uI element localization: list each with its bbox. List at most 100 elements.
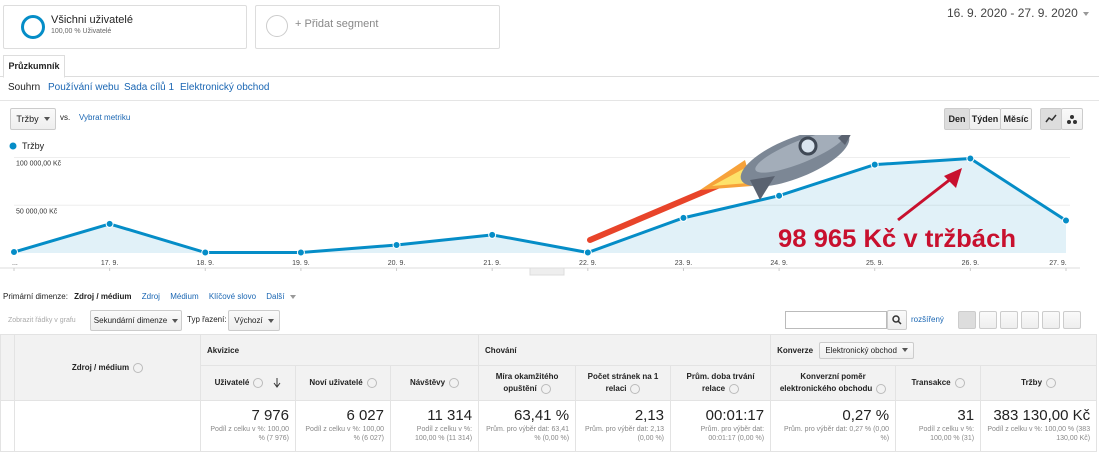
total-value: 63,41 %: [513, 407, 570, 424]
total-note: Prům. pro výběr dat: 63,41 % (0,00 %): [486, 426, 570, 442]
legend-label: Tržby: [22, 141, 45, 151]
icon: [1045, 114, 1057, 123]
point: [966, 154, 975, 163]
totals-cell: 00:01:17 Prům. pro výběr dat: 00:01:17 (0…: [670, 400, 772, 452]
dimension-header: Zdroj / médium: [14, 334, 201, 401]
view-button[interactable]: [1042, 311, 1060, 329]
view-button[interactable]: [1021, 311, 1039, 329]
caret: [43, 117, 50, 121]
add-ring: [266, 15, 288, 37]
caret: [267, 318, 274, 323]
point: [488, 230, 497, 239]
totals-cell: 0,27 % Prům. pro výběr dat: 0,27 % (0,00 …: [770, 400, 897, 452]
x-tick-label: 25. 9.: [866, 260, 884, 267]
dimension-link[interactable]: Klíčové slovo: [208, 292, 257, 301]
column-header-row: Uživatelé Noví uživatelé Návštěvy Míra okam…: [1, 365, 1098, 401]
legend-dot: [9, 142, 17, 150]
x-tick-label: 19. 9.: [292, 260, 310, 267]
total-value: 0,27 %: [842, 407, 890, 424]
segment-ring: [21, 15, 45, 39]
sort-dropdown[interactable]: Výchozí: [228, 310, 280, 331]
column-header: Transakce: [895, 365, 982, 401]
view-button[interactable]: [1000, 311, 1018, 329]
add-segment-label: + Přidat segment: [295, 18, 379, 30]
dimension-label: Primární dimenze:: [3, 292, 68, 301]
x-tick-label: 23. 9.: [675, 260, 693, 267]
period-button[interactable]: Měsíc: [1000, 108, 1032, 130]
plot-rows[interactable]: Zobrazit řádky v grafu: [8, 317, 76, 324]
scroll-handle: [529, 267, 565, 276]
help-icon: [253, 377, 264, 388]
group-header: Akvizice: [199, 334, 480, 366]
total-note: Prům. pro výběr dat: 0,27 % (0,00 %): [784, 426, 890, 442]
dimension-link[interactable]: Médium: [170, 292, 199, 301]
caret: [901, 348, 908, 352]
search-button[interactable]: [887, 310, 907, 330]
point: [392, 240, 401, 249]
conversion-select-text: Elektronický obchod: [825, 345, 897, 355]
icon: [1067, 115, 1077, 124]
point: [10, 248, 18, 257]
totals-cell: 63,41 % Prům. pro výběr dat: 63,41 % (0,0…: [478, 400, 577, 452]
dimension-link[interactable]: Zdroj: [141, 292, 160, 301]
help-icon: [954, 377, 965, 388]
group-header: Konverze Elektronický obchod: [770, 334, 1098, 366]
motion-view-button[interactable]: [1061, 108, 1083, 130]
cell: [14, 400, 201, 452]
period-button[interactable]: Den: [944, 108, 970, 130]
caret: [172, 318, 179, 323]
total-note: Podíl z celku v %: 100,00 % (7 976): [210, 426, 289, 442]
annotation-arrow: [897, 176, 953, 222]
select-metric[interactable]: Vybrat metriku: [79, 113, 131, 122]
column-header: Tržby: [980, 365, 1098, 401]
conversion-select[interactable]: Elektronický obchod: [819, 341, 914, 359]
tab-rule: [0, 76, 1099, 77]
subtab[interactable]: Používání webu: [48, 82, 120, 93]
period-button[interactable]: Týden: [969, 108, 1001, 130]
total-value: 11 314: [427, 407, 473, 424]
help-icon: [630, 383, 641, 394]
secondary-label: Sekundární dimenze: [93, 316, 168, 325]
y-tick-label: 100 000,00 Kč: [16, 161, 62, 168]
sort-value: Výchozí: [234, 316, 263, 325]
subtab[interactable]: Elektronický obchod: [180, 82, 270, 93]
caret: [1082, 11, 1089, 16]
date-range[interactable]: 16. 9. 2020 - 27. 9. 2020: [947, 6, 1089, 20]
dimension-link[interactable]: Další: [266, 292, 285, 301]
column-header-text: Prům. doba trvání relace: [686, 372, 755, 393]
line-view-button[interactable]: [1040, 108, 1062, 130]
secondary-dimension[interactable]: Sekundární dimenze: [90, 310, 182, 331]
chart: 50 000,00 Kč 100 000,00 Kč... 17. 9. 18. 9.…: [0, 135, 1080, 276]
dimension-header-text: Zdroj / médium: [71, 362, 130, 372]
subtab[interactable]: Sada cílů 1: [124, 82, 175, 93]
segment-card[interactable]: Všichni uživatelé 100,00 % Uživatelé: [3, 5, 247, 49]
column-header-text: Návštěvy: [409, 378, 446, 387]
help-icon: [1046, 377, 1057, 388]
x-tick-label: 27. 9.: [1049, 260, 1067, 267]
column-header: Noví uživatelé: [295, 365, 391, 401]
column-header: Míra okamžitého opuštění: [478, 365, 577, 401]
view-button[interactable]: [1063, 311, 1081, 329]
icon: [892, 315, 902, 325]
subtab-active[interactable]: Souhrn: [8, 82, 41, 93]
x-tick-label: 26. 9.: [962, 260, 980, 267]
point: [296, 248, 305, 257]
total-note: Podíl z celku v %: 100,00 % (11 314): [414, 426, 473, 442]
x-tick-label: 21. 9.: [483, 260, 501, 267]
add-segment[interactable]: + Přidat segment: [255, 5, 500, 49]
search-input[interactable]: [785, 311, 887, 329]
totals-cell: 6 027 Podíl z celku v %: 100,00 % (6 027): [295, 400, 391, 452]
view-button[interactable]: [958, 311, 976, 329]
advanced-link[interactable]: rozšířený: [911, 315, 944, 324]
metric-dropdown[interactable]: Tržby: [10, 108, 56, 130]
annotation: 98 965 Kč v tržbách: [778, 225, 1016, 253]
group-header: Chování: [478, 334, 772, 366]
view-button[interactable]: [979, 311, 997, 329]
dimension-active[interactable]: Zdroj / médium: [74, 292, 132, 301]
column-header-text: Noví uživatelé: [309, 378, 363, 387]
select-all-cell[interactable]: [0, 334, 15, 401]
tab[interactable]: Průzkumník: [3, 55, 65, 78]
totals-cell: 383 130,00 Kč Podíl z celku v %: 100,00 %…: [980, 400, 1098, 452]
column-header: Konverzní poměr elektronického obchodu: [770, 365, 897, 401]
